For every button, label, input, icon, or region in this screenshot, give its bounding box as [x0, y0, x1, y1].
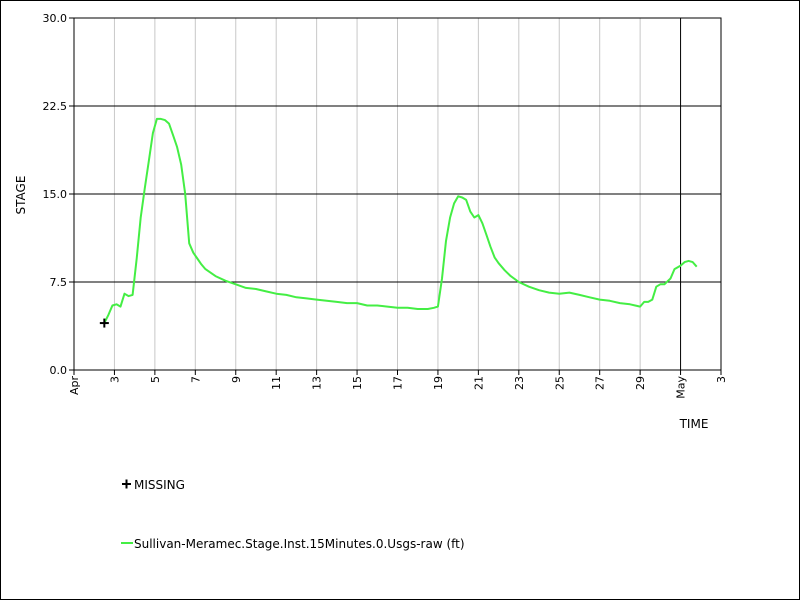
x-tick-label: 23 [513, 376, 526, 390]
legend: MISSING Sullivan-Meramec.Stage.Inst.15Mi… [121, 478, 465, 551]
x-tick-label: 3 [715, 376, 728, 383]
x-tick-label: 17 [392, 376, 405, 390]
stage-series-line [103, 117, 698, 324]
cross-marker-icon [122, 479, 131, 489]
y-tick-label: 30.0 [43, 12, 68, 25]
marker-layer [99, 318, 109, 328]
x-tick-label: May [675, 376, 688, 399]
y-tick-label: 0.0 [50, 364, 68, 377]
legend-item-missing: MISSING [122, 478, 185, 492]
y-axis-label: STAGE [14, 176, 28, 215]
series-layer [103, 117, 698, 324]
x-tick-label: 21 [472, 376, 485, 390]
legend-label-missing: MISSING [134, 478, 185, 492]
x-tick-label: 29 [634, 376, 647, 390]
y-tick-label: 7.5 [50, 276, 68, 289]
x-tick-label: 19 [432, 376, 445, 390]
legend-item-series: Sullivan-Meramec.Stage.Inst.15Minutes.0.… [121, 537, 465, 551]
x-axis-label: TIME [679, 417, 709, 431]
x-tick-label: 15 [351, 376, 364, 390]
grid-layer [74, 18, 721, 370]
x-tick-label: 27 [594, 376, 607, 390]
x-tick-label: 25 [553, 376, 566, 390]
x-tick-label: Apr [68, 376, 81, 396]
x-tick-label: 11 [270, 376, 283, 390]
legend-label-series: Sullivan-Meramec.Stage.Inst.15Minutes.0.… [134, 537, 465, 551]
x-tick-label: 13 [311, 376, 324, 390]
y-tick-label: 15.0 [43, 188, 68, 201]
x-tick-label: 9 [230, 376, 243, 383]
ticks-layer: Apr 3 5 7 9 11 13 15 17 19 21 23 25 27 29 May 30.07.515.… [43, 12, 729, 399]
missing-marker [99, 318, 109, 328]
x-tick-label: 5 [149, 376, 162, 383]
x-tick-label: 7 [189, 376, 202, 383]
x-tick-label: 3 [108, 376, 121, 383]
y-tick-label: 22.5 [43, 100, 68, 113]
